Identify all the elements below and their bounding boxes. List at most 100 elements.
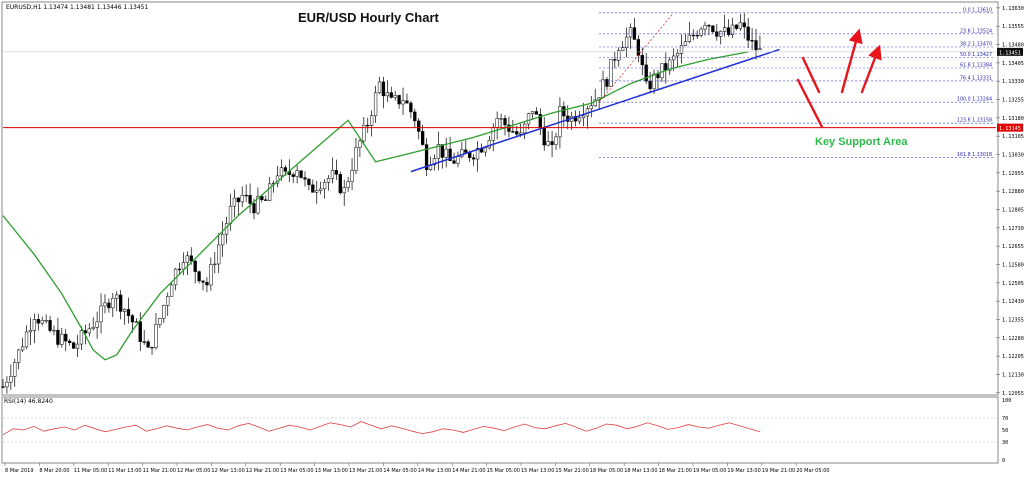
y-tick-label: 1.13630 [1002, 6, 1024, 12]
candle-body [319, 188, 323, 191]
x-tick-label: 13 Mar 21:00 [349, 468, 382, 474]
candle-body [722, 27, 727, 32]
candle-body [511, 131, 515, 133]
main-plot-frame [1, 1, 999, 396]
candle-body [240, 194, 244, 203]
x-tick-label: 18 Mar 21:00 [659, 468, 692, 474]
y-tick-label: 1.13030 [1002, 153, 1024, 159]
x-tick-label: 19 Mar 21:00 [762, 468, 795, 474]
candle-body [28, 330, 33, 333]
candle-body [703, 25, 707, 30]
y-tick-label: 1.12880 [1002, 189, 1024, 195]
candle-body [370, 115, 374, 126]
candle-body [79, 330, 84, 345]
x-tick-label: 12 Mar 21:00 [246, 468, 279, 474]
candle-body [71, 342, 76, 349]
candle-body [475, 148, 480, 160]
candle-body [134, 321, 138, 323]
candle-body [624, 36, 629, 49]
x-tick-label: 19 Mar 05:00 [693, 468, 726, 474]
fib-level-label: 50.0 1.13427 [960, 52, 992, 58]
y-tick-label: 1.12730 [1002, 226, 1024, 232]
candle-body [177, 268, 182, 271]
candle-body [346, 181, 350, 188]
y-tick-label: 1.13405 [1002, 61, 1024, 67]
x-tick-label: 12 Mar 13:00 [211, 468, 244, 474]
chart-title: EUR/USD Hourly Chart [298, 10, 439, 25]
candle-body [119, 294, 123, 312]
x-tick-label: 15 Mar 05:00 [487, 468, 520, 474]
candle-body [656, 73, 660, 79]
y-tick-label: 1.13330 [1002, 79, 1024, 85]
candle-body [401, 100, 405, 105]
current-price-tag [997, 47, 1023, 56]
fib-level-label: 161.8 1.13018 [957, 152, 992, 158]
candle-body [742, 22, 746, 28]
candle-body [660, 63, 664, 79]
candle-body [111, 298, 115, 309]
candle-body [515, 131, 519, 135]
candle-body [205, 282, 209, 286]
candle-body [126, 309, 131, 316]
x-tick-label: 15 Mar 21:00 [555, 468, 588, 474]
y-tick-label: 1.12205 [1002, 354, 1024, 360]
candle-body [13, 362, 17, 377]
candle-body [283, 167, 288, 172]
x-tick-label: 11 Mar 21:00 [143, 468, 176, 474]
candle-body [220, 233, 225, 246]
candle-body [444, 148, 448, 158]
candle-body [32, 319, 37, 331]
candle-body [679, 45, 684, 54]
x-tick-label: 11 Mar 05:00 [74, 468, 107, 474]
candle-body [640, 55, 644, 66]
horizontal-level-tag [997, 123, 1023, 132]
rsi-tick-label: 0 [1002, 458, 1005, 464]
candle-body [9, 376, 13, 383]
candle-body [130, 315, 135, 323]
candle-body [617, 50, 621, 61]
candle-body [115, 294, 119, 299]
candle-body [56, 329, 60, 345]
rsi-tick-label: 30 [1002, 440, 1008, 446]
candle-body [699, 28, 703, 36]
candle-body [162, 305, 166, 319]
candle-body [197, 271, 201, 282]
candle-body [695, 35, 699, 37]
candle-body [330, 170, 335, 179]
fib-level-label: 61.8 1.13384 [960, 63, 992, 69]
candle-body [530, 111, 535, 115]
candle-body [522, 123, 527, 134]
candle-body [601, 79, 605, 98]
horizontal-level-tag-label: 1.13145 [999, 126, 1021, 132]
candle-body [213, 263, 217, 266]
candle-body [605, 79, 609, 87]
candle-body [342, 187, 346, 194]
x-tick-label: 19 Mar 13:00 [727, 468, 760, 474]
candle-body [326, 178, 331, 183]
candle-body [491, 127, 495, 141]
fib-level-label: 23.6 1.13524 [960, 28, 992, 34]
candle-body [68, 340, 72, 343]
arrow-icon [796, 78, 824, 129]
rsi-tick-label: 70 [1002, 416, 1008, 422]
x-tick-label: 20 Mar 05:00 [796, 468, 829, 474]
x-tick-label: 12 Mar 05:00 [177, 468, 210, 474]
rsi-tick-label: 100 [1002, 398, 1011, 404]
candle-body [95, 321, 99, 328]
candle-body [424, 144, 429, 171]
candle-body [122, 309, 127, 312]
candle-body [436, 144, 440, 159]
candle-body [303, 177, 307, 180]
candle-body [519, 132, 523, 135]
fib-level-label: 76.4 1.13331 [960, 75, 992, 81]
candle-body [499, 118, 503, 120]
candle-body [405, 100, 409, 104]
candle-body [644, 64, 648, 82]
candle-body [707, 25, 711, 27]
fib-level-label: 100.0 1.13244 [957, 97, 992, 103]
key-support-label: Key Support Area [815, 136, 908, 148]
candle-body [99, 305, 103, 323]
x-tick-label: 14 Mar 21:00 [452, 468, 485, 474]
candle-body [354, 147, 358, 171]
candle-body [373, 92, 378, 116]
